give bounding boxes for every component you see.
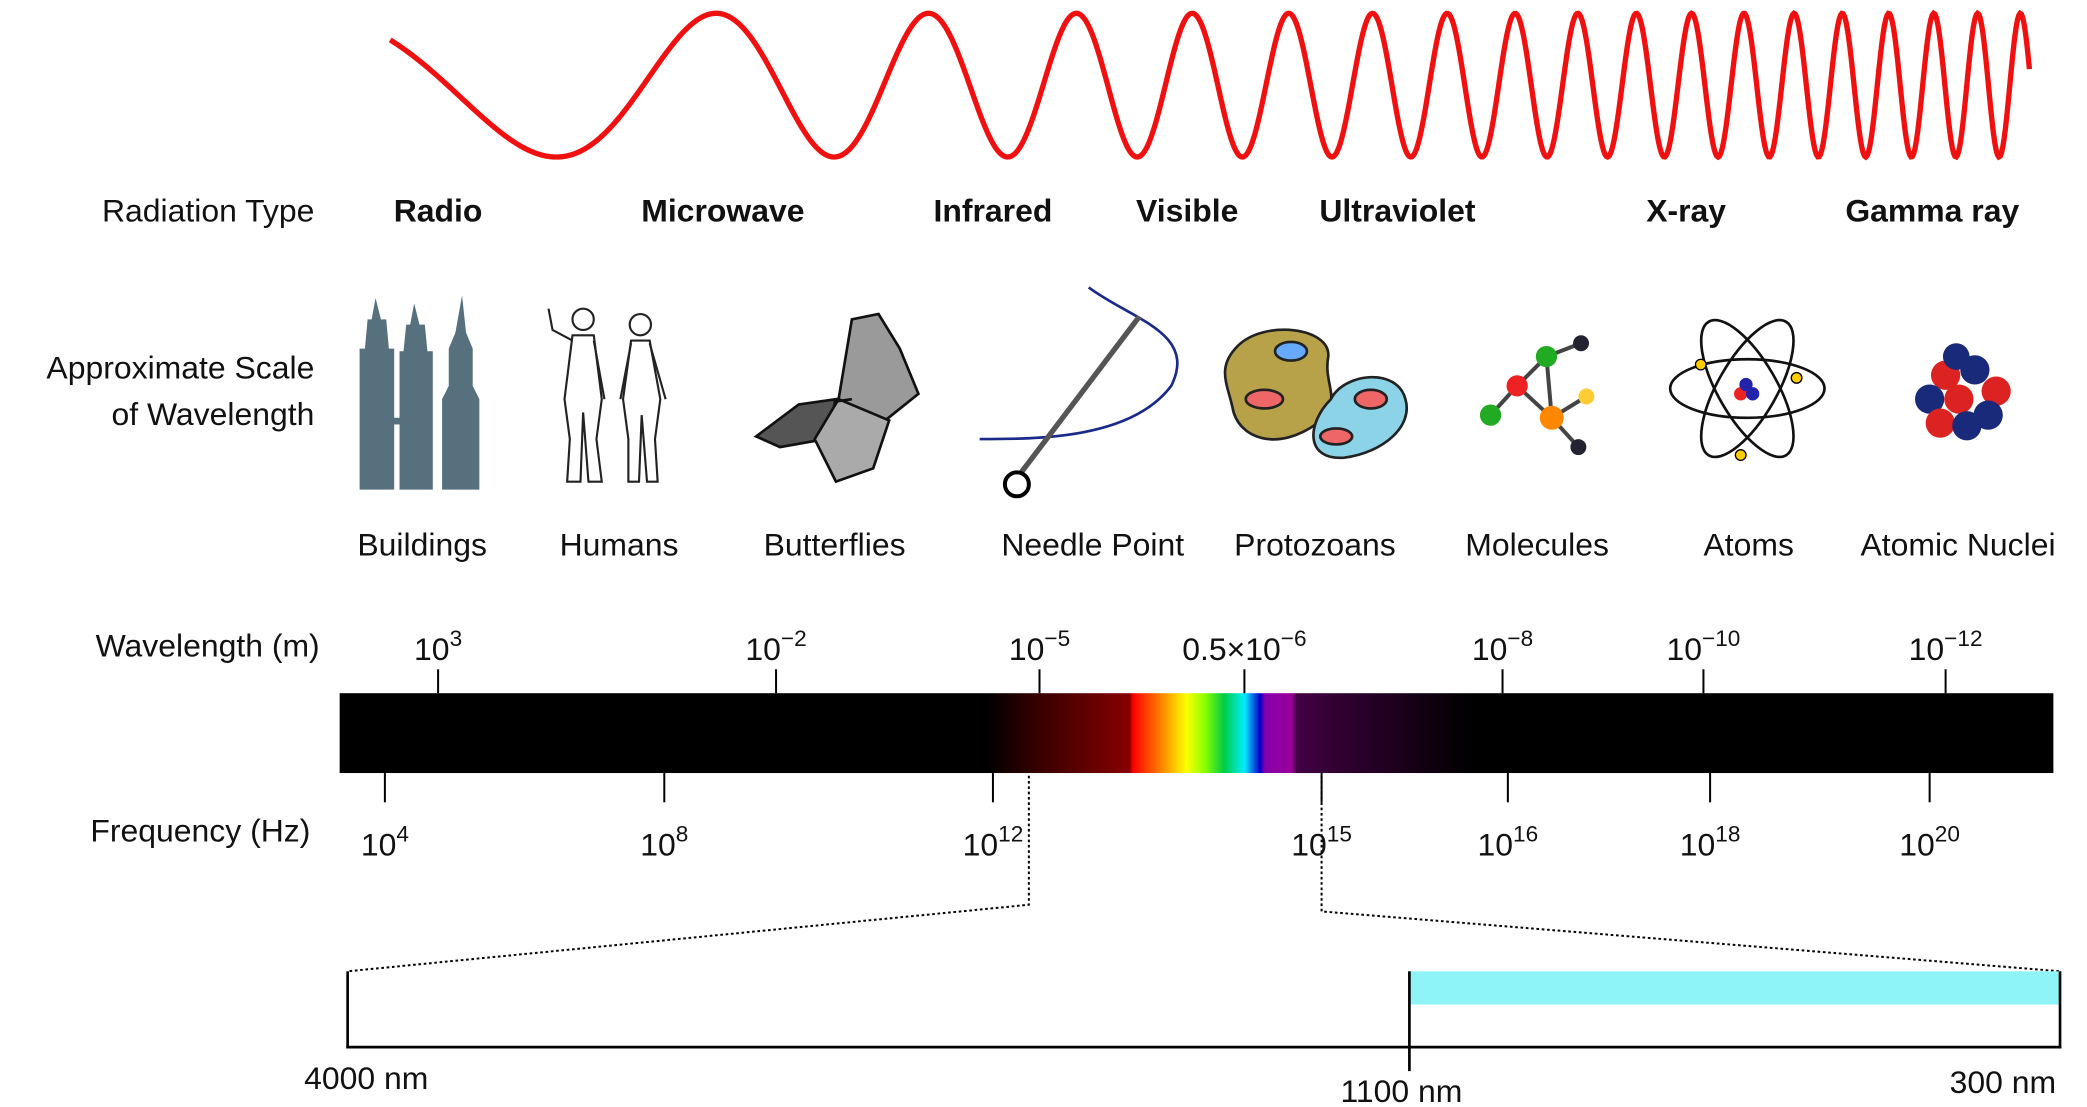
zoom-scale xyxy=(346,971,2062,1072)
tick-exponent: −5 xyxy=(1044,626,1070,651)
radiation-type: Ultraviolet xyxy=(1319,192,1475,228)
scale-item: Atomic Nuclei xyxy=(1860,526,2055,562)
icon-needle xyxy=(979,286,1179,499)
radiation-type: Infrared xyxy=(934,192,1053,228)
row-label: of Wavelength xyxy=(111,396,314,432)
tick-base: 10 xyxy=(640,827,676,863)
tick-exponent: 20 xyxy=(1935,822,1960,847)
tick-label: 104 xyxy=(361,822,409,863)
zoom-label: 4000 nm xyxy=(304,1060,428,1096)
tick-label: 108 xyxy=(640,822,688,863)
zoom-label: 1100 nm xyxy=(1340,1073,1462,1107)
scale-item: Atoms xyxy=(1703,526,1793,562)
tick-label: 1015 xyxy=(1291,822,1352,863)
tick-base: 10 xyxy=(1680,827,1716,863)
tick-label: 0.5×10−6 xyxy=(1182,626,1306,667)
scale-item: Buildings xyxy=(357,526,487,562)
tick-base: 10 xyxy=(1291,827,1327,863)
tick-exponent: −6 xyxy=(1281,626,1307,651)
zoom-guide xyxy=(1320,775,2061,973)
scale-item: Molecules xyxy=(1465,526,1609,562)
tick-base: 10 xyxy=(1667,631,1703,667)
tick-exponent: −12 xyxy=(1944,626,1982,651)
spectrum-bar xyxy=(339,693,2054,774)
tick-label: 10−8 xyxy=(1472,626,1533,667)
scale-item: Needle Point xyxy=(1001,526,1184,562)
tick-label: 103 xyxy=(414,626,462,667)
scale-item: Protozoans xyxy=(1234,526,1395,562)
radiation-type: Microwave xyxy=(641,192,804,228)
tick-exponent: −8 xyxy=(1507,626,1533,651)
icon-buildings xyxy=(359,295,480,490)
tick-label: 10−5 xyxy=(1009,626,1070,667)
radiation-type: Radio xyxy=(394,192,483,228)
tick-exponent: −10 xyxy=(1702,626,1740,651)
scale-item: Butterflies xyxy=(764,526,906,562)
icon-nucleus xyxy=(1914,343,2011,441)
tick-base: 10 xyxy=(1478,827,1514,863)
tick-exponent: 3 xyxy=(450,626,463,651)
tick-exponent: 4 xyxy=(396,822,409,847)
tick-base: 10 xyxy=(963,827,999,863)
scale-item: Humans xyxy=(560,526,679,562)
icon-humans xyxy=(547,307,667,483)
zoom-label: 300 nm xyxy=(1950,1064,2056,1100)
visible-range xyxy=(1409,971,2061,1005)
tick-exponent: 16 xyxy=(1513,822,1538,847)
radiation-type: Visible xyxy=(1136,192,1238,228)
row-label: Frequency (Hz) xyxy=(90,812,310,848)
tick-base: 10 xyxy=(1899,827,1935,863)
icon-protozoans xyxy=(1223,328,1409,460)
row-label: Approximate Scale xyxy=(46,349,314,385)
tick-label: 10−2 xyxy=(745,626,806,667)
tick-exponent: 8 xyxy=(676,822,689,847)
tick-exponent: 15 xyxy=(1327,822,1352,847)
row-label: Wavelength (m) xyxy=(96,627,320,663)
tick-label: 10−12 xyxy=(1909,626,1983,667)
icon-butterfly xyxy=(753,312,921,484)
radiation-type: X-ray xyxy=(1646,192,1726,228)
tick-base: 10 xyxy=(361,827,397,863)
tick-base: 0.5×10 xyxy=(1182,631,1281,667)
icon-atom xyxy=(1668,318,1826,462)
radiation-type: Gamma ray xyxy=(1845,192,2019,228)
tick-base: 10 xyxy=(414,631,450,667)
tick-base: 10 xyxy=(1909,631,1945,667)
icon-molecules xyxy=(1479,335,1595,456)
tick-base: 10 xyxy=(1472,631,1508,667)
tick-label: 1012 xyxy=(963,822,1024,863)
zoom-guide xyxy=(347,775,1030,973)
tick-base: 10 xyxy=(745,631,781,667)
tick-exponent: −2 xyxy=(781,626,807,651)
tick-label: 10−10 xyxy=(1667,626,1741,667)
tick-label: 1020 xyxy=(1899,822,1960,863)
tick-label: 1016 xyxy=(1478,822,1539,863)
tick-exponent: 18 xyxy=(1715,822,1740,847)
tick-exponent: 12 xyxy=(998,822,1023,847)
tick-label: 1018 xyxy=(1680,822,1741,863)
wave xyxy=(388,9,2033,161)
row-label: Radiation Type xyxy=(102,192,314,228)
tick-base: 10 xyxy=(1009,631,1045,667)
